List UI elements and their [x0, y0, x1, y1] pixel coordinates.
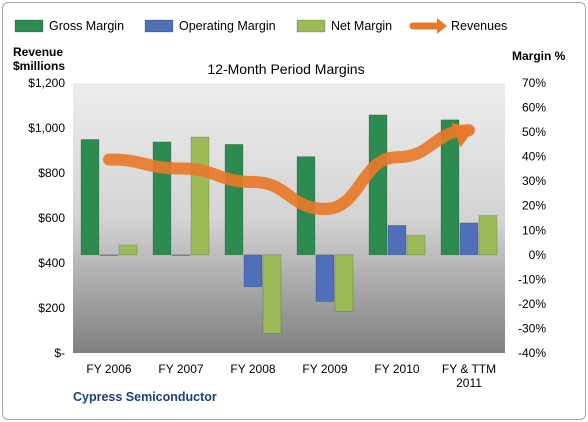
right-tick-label: 40%	[522, 150, 546, 164]
right-tick-label: 20%	[522, 199, 546, 213]
left-tick-label: $200	[38, 301, 65, 315]
left-axis-title-line-2: $millions	[13, 59, 65, 73]
right-axis-title: Margin %	[512, 49, 566, 63]
left-tick-label: $400	[38, 256, 65, 270]
left-axis-title-line-1: Revenue	[13, 45, 63, 59]
chart-title: 12-Month Period Margins	[207, 61, 364, 77]
legend-label-operating-margin: Operating Margin	[179, 19, 276, 33]
left-tick-label: $600	[38, 211, 65, 225]
legend-swatch-operating-margin	[144, 19, 174, 33]
bar-operating-margin-fy-2008	[243, 254, 263, 288]
right-tick-label: -10%	[518, 272, 546, 286]
category-label-fy-ttm-2011: 2011	[456, 376, 482, 390]
bar-net-margin-fy-2006	[118, 244, 138, 256]
right-axis-ticks: -40% -30% -20% -10% 0% 10% 20% 30% 40% 50% 60% 70%	[518, 76, 546, 360]
left-tick-label: $1,200	[28, 76, 65, 90]
bar-net-margin-fy-2010	[406, 234, 426, 256]
legend-label-revenues: Revenues	[451, 19, 507, 33]
bar-gross-margin-fy-ttm-2011	[440, 119, 460, 256]
left-tick-label: $-	[54, 346, 65, 360]
right-tick-label: 50%	[522, 125, 546, 139]
right-tick-label: 70%	[522, 76, 546, 90]
bar-net-margin-fy-2009	[334, 254, 354, 312]
right-tick-label: -20%	[518, 297, 546, 311]
category-label-fy-2008: FY 2008	[230, 362, 275, 376]
category-label-fy-2010: FY 2010	[374, 362, 419, 376]
bar-operating-margin-fy-2007	[171, 254, 191, 256]
bar-operating-margin-fy-2006	[99, 254, 119, 256]
bar-gross-margin-fy-2008	[224, 144, 244, 256]
bar-gross-margin-fy-2007	[152, 141, 172, 256]
margins-chart: Gross Margin Operating Margin Net Margin Re…	[13, 18, 566, 404]
category-label-fy-2007: FY 2007	[158, 362, 203, 376]
bar-gross-margin-fy-2006	[80, 139, 100, 256]
bar-operating-margin-fy-2010	[387, 225, 407, 256]
chart-legend: Gross Margin Operating Margin Net Margin Re…	[14, 18, 507, 34]
footnote: Cypress Semiconductor	[73, 390, 217, 404]
bar-net-margin-fy-ttm-2011	[478, 215, 498, 256]
right-tick-label: 60%	[522, 101, 546, 115]
left-tick-label: $1,000	[28, 121, 65, 135]
right-tick-label: 10%	[522, 223, 546, 237]
category-axis-ticks: FY 2006 FY 2007 FY 2008 FY 2009 FY 2010 FY & …	[86, 362, 496, 390]
left-tick-label: $800	[38, 166, 65, 180]
bar-gross-margin-fy-2010	[368, 114, 388, 256]
revenue-line	[103, 122, 475, 215]
right-tick-label: -30%	[518, 321, 546, 335]
legend-label-net-margin: Net Margin	[331, 19, 392, 33]
right-tick-label: 30%	[522, 174, 546, 188]
legend-label-gross-margin: Gross Margin	[49, 19, 124, 33]
bar-net-margin-fy-2008	[262, 254, 282, 334]
bar-net-margin-fy-2007	[190, 136, 210, 256]
bar-operating-margin-fy-ttm-2011	[459, 222, 479, 256]
plot-area	[73, 83, 505, 353]
right-tick-label: -40%	[518, 346, 546, 360]
right-tick-label: 0%	[529, 248, 547, 262]
left-axis-ticks: $- $200 $400 $600 $800 $1,000 $1,200	[28, 76, 65, 360]
category-label-fy-2009: FY 2009	[302, 362, 347, 376]
category-label-fy-2006: FY 2006	[86, 362, 131, 376]
revenue-line-arrowhead	[451, 122, 475, 148]
category-label-fy-ttm-2011: FY & TTM	[442, 362, 496, 376]
legend-swatch-arrowhead	[437, 18, 447, 34]
legend-swatch-net-margin	[296, 19, 326, 33]
legend-swatch-gross-margin	[14, 19, 44, 33]
bar-operating-margin-fy-2009	[315, 254, 335, 302]
